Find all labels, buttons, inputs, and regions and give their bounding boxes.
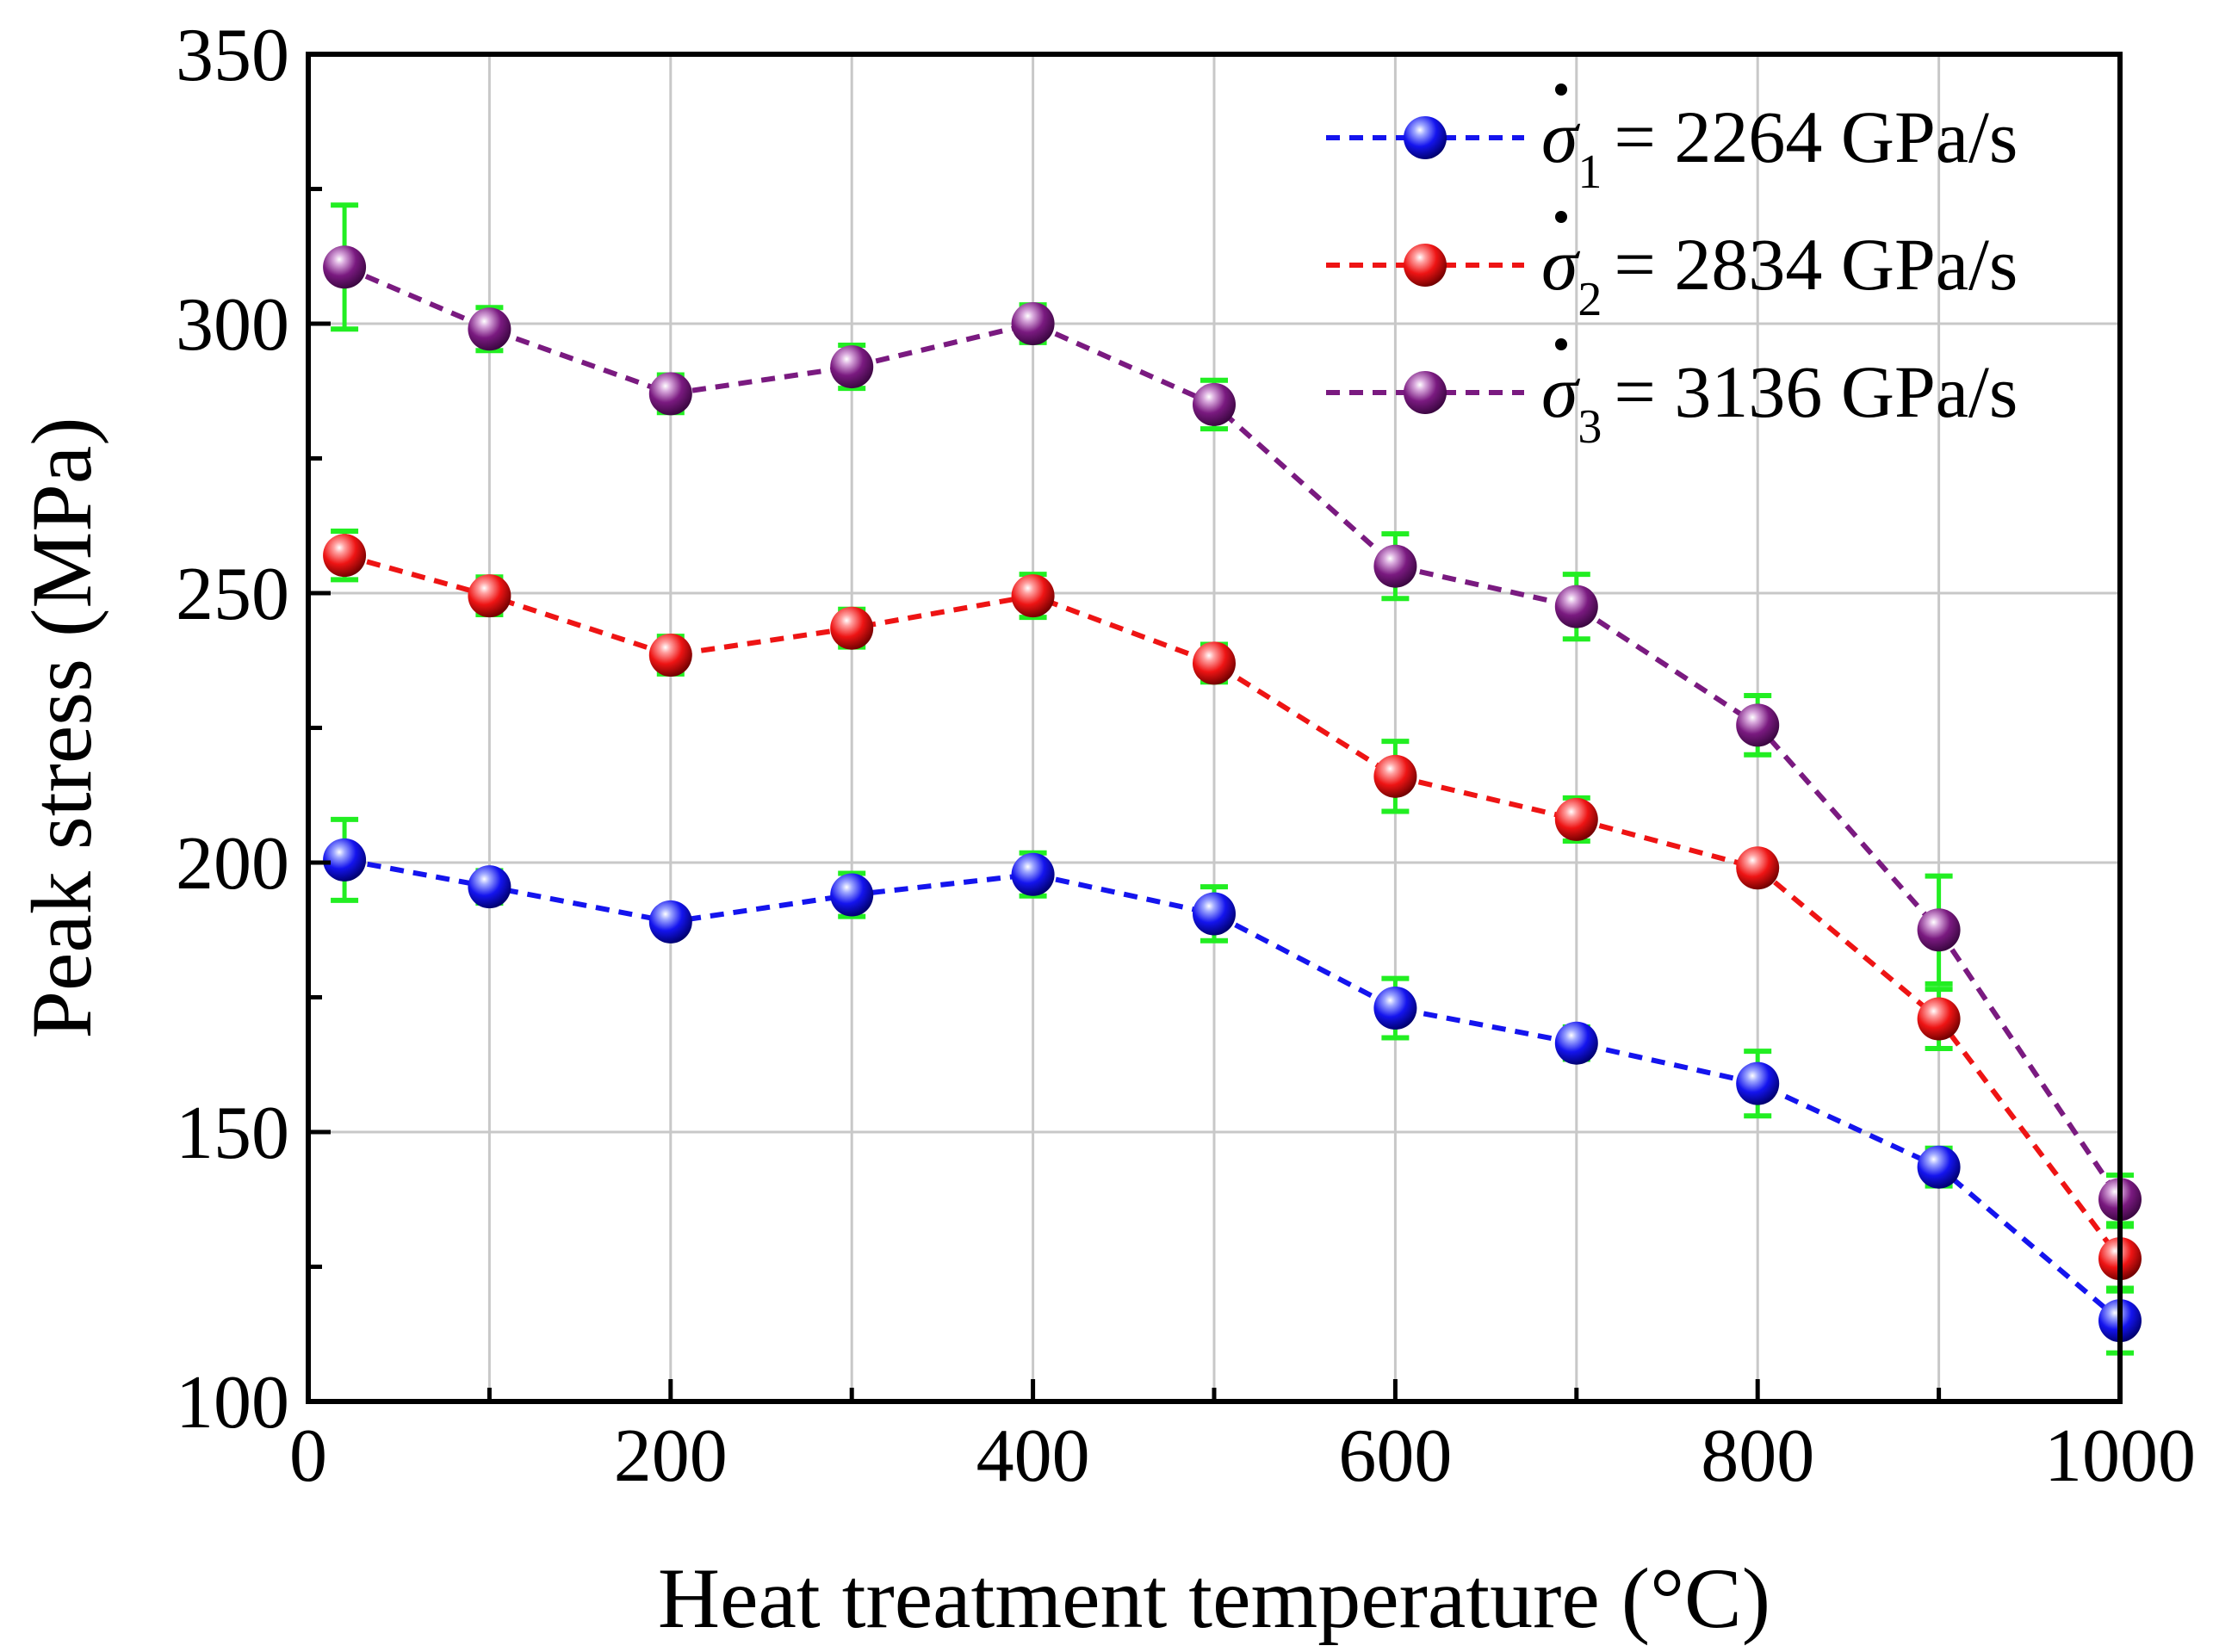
- legend-rate-dot: [1555, 84, 1567, 96]
- data-point: [1554, 1021, 1598, 1065]
- data-point: [1917, 908, 1961, 952]
- legend-marker: [1404, 116, 1447, 159]
- data-point: [1373, 754, 1417, 798]
- legend-value: = 2264 GPa/s: [1614, 96, 2018, 178]
- x-tick-label: 1000: [2044, 1414, 2196, 1498]
- grid-lines: [308, 54, 2120, 1401]
- legend-value: = 2834 GPa/s: [1614, 223, 2018, 306]
- data-point: [830, 606, 874, 650]
- legend-subscript: 2: [1578, 273, 1602, 326]
- series-3: [323, 202, 2142, 1227]
- legend-label: σ1 = 2264 GPa/s: [1541, 96, 2018, 199]
- x-tick-label: 200: [614, 1414, 728, 1498]
- legend-rate-dot: [1555, 338, 1567, 350]
- data-point: [323, 534, 367, 578]
- legend-rate-dot: [1555, 211, 1567, 223]
- series-1: [323, 816, 2142, 1356]
- legend-symbol: σ: [1541, 223, 1581, 306]
- data-point: [1917, 997, 1961, 1041]
- legend-value: = 3136 GPa/s: [1614, 350, 2018, 433]
- data-point: [323, 245, 367, 289]
- data-point: [1011, 302, 1055, 345]
- axis-ticks: [306, 52, 2123, 1404]
- data-point: [648, 372, 692, 416]
- data-point: [468, 574, 511, 618]
- x-tick-label: 0: [289, 1414, 327, 1498]
- legend-item-2: σ2 = 2834 GPa/s: [1326, 211, 2018, 326]
- legend-symbol: σ: [1541, 350, 1581, 433]
- legend-item-1: σ1 = 2264 GPa/s: [1326, 84, 2018, 199]
- data-point: [1373, 544, 1417, 588]
- y-tick-label: 200: [176, 822, 289, 906]
- legend: σ1 = 2264 GPa/sσ2 = 2834 GPa/sσ3 = 3136 GPa…: [1326, 84, 2018, 454]
- data-point: [1736, 703, 1780, 747]
- data-point: [468, 865, 511, 909]
- data-point: [468, 307, 511, 351]
- y-tick-label: 250: [176, 553, 289, 636]
- data-point: [648, 633, 692, 677]
- x-tick-label: 800: [1701, 1414, 1814, 1498]
- y-tick-label: 300: [176, 283, 289, 367]
- data-point: [1193, 641, 1236, 685]
- x-axis-title: Heat treatment temperature (°C): [658, 1550, 1770, 1646]
- legend-marker: [1404, 244, 1447, 287]
- series-2: [323, 529, 2142, 1294]
- y-tick-label: 350: [176, 14, 289, 97]
- legend-label: σ3 = 3136 GPa/s: [1541, 350, 2018, 454]
- data-point: [1011, 574, 1055, 618]
- y-axis-title: Peak stress (MPa): [14, 417, 109, 1038]
- legend-item-3: σ3 = 3136 GPa/s: [1326, 338, 2018, 454]
- series-line: [344, 553, 2123, 1260]
- data-point: [830, 873, 874, 917]
- data-point: [1554, 585, 1598, 628]
- data-point: [1011, 852, 1055, 896]
- data-point: [323, 838, 367, 882]
- data-point: [1736, 846, 1780, 890]
- legend-symbol: σ: [1541, 96, 1581, 178]
- data-point: [1193, 382, 1236, 426]
- legend-marker: [1404, 371, 1447, 414]
- series-line: [344, 857, 2122, 1323]
- data-point: [1917, 1145, 1961, 1189]
- data-point: [1554, 797, 1598, 841]
- data-point: [648, 900, 692, 944]
- legend-subscript: 1: [1578, 145, 1602, 199]
- data-point: [1736, 1061, 1780, 1105]
- series-layer: [323, 202, 2142, 1356]
- data-point: [830, 345, 874, 389]
- data-point: [1373, 987, 1417, 1030]
- y-tick-label: 150: [176, 1092, 289, 1175]
- x-tick-label: 400: [976, 1414, 1090, 1498]
- legend-label: σ2 = 2834 GPa/s: [1541, 223, 2018, 326]
- x-tick-label: 600: [1338, 1414, 1452, 1498]
- y-tick-label: 100: [176, 1361, 289, 1445]
- legend-subscript: 3: [1578, 400, 1602, 454]
- data-point: [1193, 892, 1236, 936]
